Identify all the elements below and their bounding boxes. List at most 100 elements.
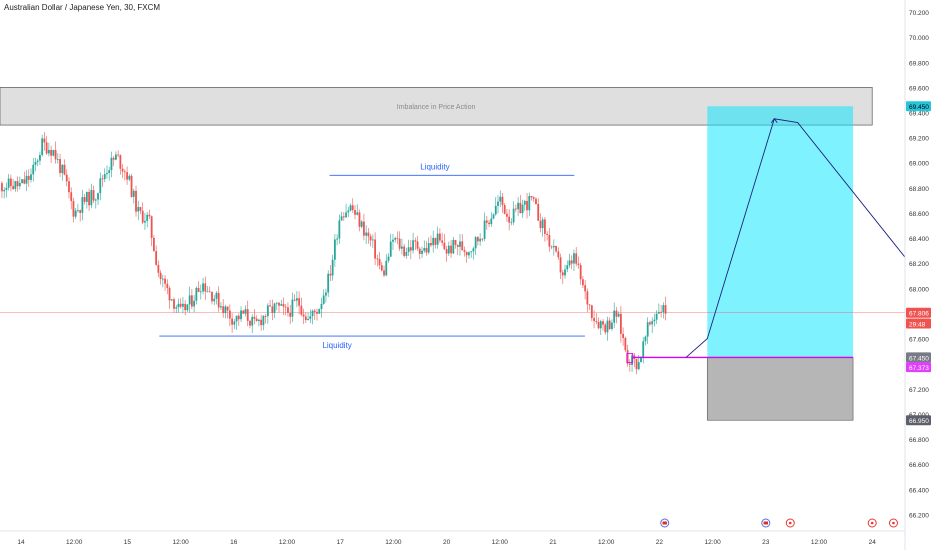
candle-body (333, 239, 336, 260)
candle-body (434, 237, 437, 245)
price-label-text: 66.950 (909, 418, 929, 425)
candle-body (662, 305, 665, 313)
price-label-badge (906, 415, 931, 426)
candle-body (14, 181, 17, 190)
candle-body (407, 247, 410, 252)
candle-body (485, 220, 488, 223)
candle-body (508, 216, 511, 223)
candle-body (320, 303, 323, 310)
candle-body (494, 205, 497, 215)
candle-body (231, 318, 233, 325)
candle-body (21, 179, 23, 184)
candle-body (501, 196, 504, 206)
price-axis-bg (905, 0, 932, 550)
candle-body (157, 264, 160, 273)
candle-body (164, 278, 166, 284)
time-tick-label: 24 (869, 539, 877, 546)
candle-body (282, 304, 285, 307)
candle-body (302, 314, 305, 317)
candle-body (642, 341, 645, 358)
candle-body (488, 222, 490, 225)
price-label-text: 69.450 (909, 104, 929, 111)
candle-body (9, 178, 12, 187)
candle-body (237, 315, 240, 320)
candle-body (443, 242, 446, 250)
candle-body (472, 248, 475, 252)
candle-body (564, 269, 566, 276)
candle-body (258, 319, 260, 322)
candle-body (651, 321, 654, 325)
candle-body (260, 319, 263, 326)
candle-body (271, 306, 274, 313)
candle-body (195, 288, 198, 301)
candle-body (660, 311, 663, 313)
candle-body (88, 191, 90, 206)
candle-body (588, 304, 591, 306)
candle-body (253, 316, 256, 319)
time-tick-label: 22 (656, 539, 664, 546)
liquidity-bottom-label: Liquidity (322, 341, 351, 350)
candle-body (421, 250, 423, 254)
price-label-badge (906, 307, 931, 318)
candle-body (573, 253, 575, 264)
candle-body (584, 285, 587, 292)
price-tick-label: 68.400 (909, 236, 929, 243)
candle-body (206, 291, 209, 293)
candle-body (224, 306, 227, 314)
candle-body (291, 299, 294, 317)
candle-body (336, 238, 339, 240)
candle-body (461, 241, 464, 251)
price-tick-label: 69.800 (909, 60, 929, 67)
candle-body (376, 258, 379, 260)
candle-body (383, 270, 385, 276)
candle-body (322, 295, 325, 304)
candle-body (438, 233, 441, 241)
event-alert-dot (870, 521, 874, 525)
price-tick-label: 70.000 (909, 35, 929, 42)
candle-body (646, 322, 649, 337)
candle-body (101, 178, 104, 180)
candlestick-series (1, 132, 667, 375)
candle-body (546, 233, 549, 236)
price-tick-label: 69.400 (909, 111, 929, 118)
candle-body (403, 246, 406, 256)
candle-body (43, 138, 46, 143)
event-flag-fill (662, 521, 667, 525)
time-axis[interactable]: 14 12:00 15 12:00 16 12:00 17 12:00 20 12:00 21 12:… (0, 530, 905, 546)
candle-body (530, 196, 533, 198)
candle-body (481, 238, 484, 240)
candle-body (615, 310, 618, 317)
candle-body (447, 245, 450, 254)
candle-body (135, 190, 137, 212)
candle-body (635, 358, 638, 370)
candle-body (483, 220, 486, 239)
price-tick-label: 68.800 (909, 186, 929, 193)
candle-body (213, 298, 216, 302)
candle-body (284, 306, 287, 308)
candle-body (54, 150, 57, 160)
candle-body (512, 208, 515, 223)
candle-body (414, 240, 417, 242)
candle-body (548, 235, 551, 247)
candle-body (340, 216, 343, 221)
time-tick-label: 14 (17, 539, 25, 546)
time-tick-label: 17 (337, 539, 345, 546)
candle-body (338, 220, 341, 239)
candle-body (617, 313, 620, 317)
time-tick-label: 16 (230, 539, 238, 546)
candle-body (27, 175, 30, 180)
candle-body (423, 248, 426, 251)
candle-body (358, 212, 361, 227)
candle-body (396, 237, 399, 239)
candle-body (579, 264, 582, 280)
candle-body (41, 138, 44, 156)
candle-body (604, 324, 607, 333)
economic-event-markers[interactable] (660, 518, 898, 528)
candle-body (557, 251, 560, 258)
price-label-badge (906, 318, 931, 329)
price-axis[interactable]: 70.200 70.000 69.800 69.600 69.400 69.200 69.0… (904, 0, 932, 550)
candle-body (432, 237, 435, 246)
time-tick-label: 12:00 (811, 539, 828, 546)
candle-body (349, 205, 352, 211)
